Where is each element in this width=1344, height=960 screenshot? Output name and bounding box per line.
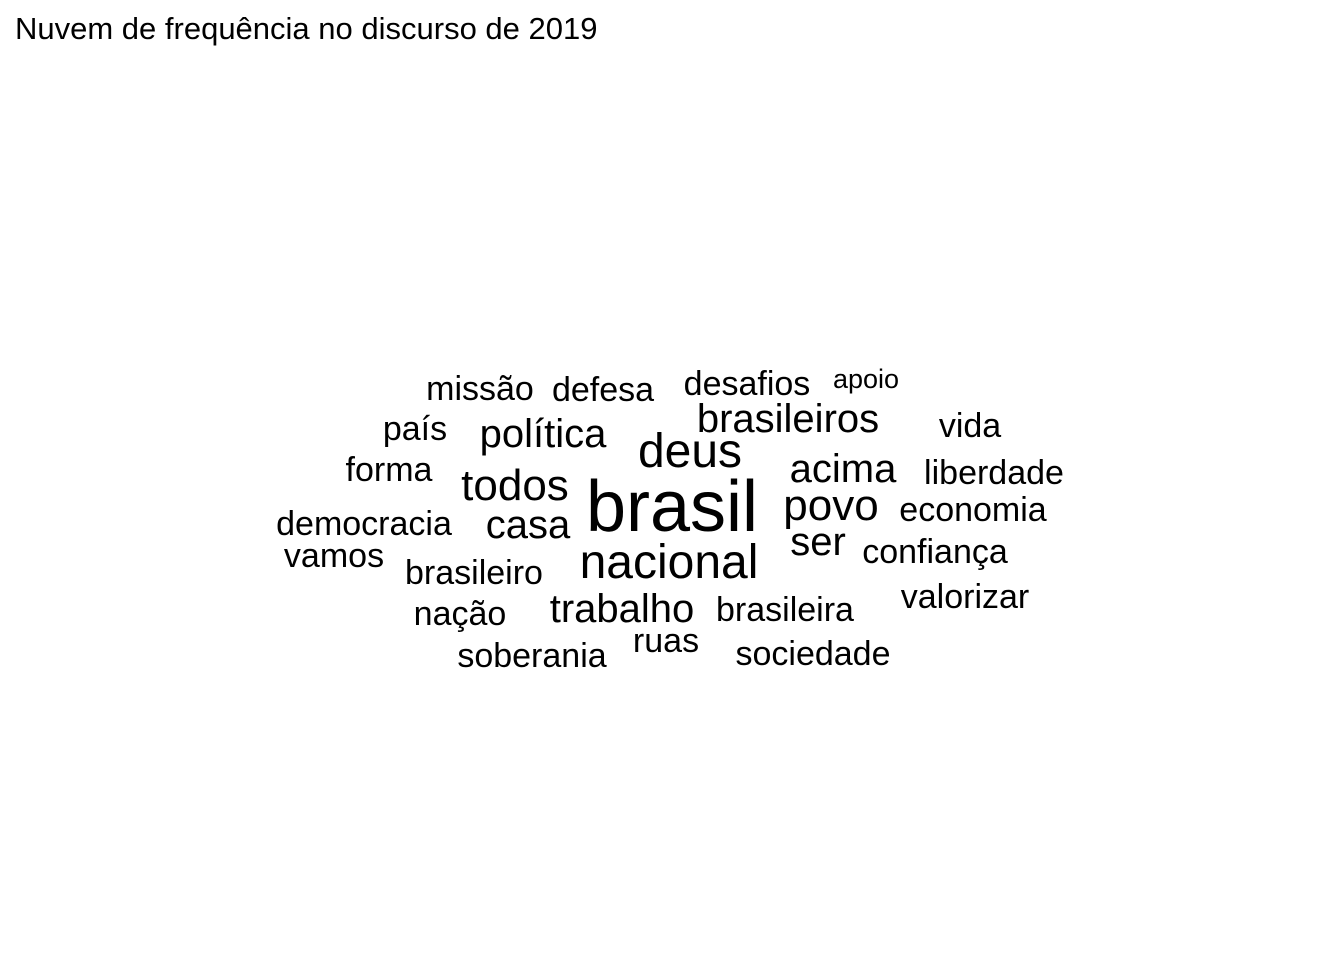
cloud-word-trabalho: trabalho xyxy=(550,587,695,631)
cloud-word-desafios: desafios xyxy=(684,365,811,403)
cloud-word-deus: deus xyxy=(638,425,742,478)
cloud-word-casa: casa xyxy=(486,503,571,547)
cloud-word-ser: ser xyxy=(790,520,846,564)
cloud-word-brasil: brasil xyxy=(586,467,758,547)
cloud-word-brasileiro: brasileiro xyxy=(405,554,543,592)
cloud-word-brasileira: brasileira xyxy=(716,591,854,629)
cloud-word-brasileiros: brasileiros xyxy=(697,397,879,441)
cloud-word-todos: todos xyxy=(461,461,569,510)
cloud-word-nacional: nacional xyxy=(580,536,759,589)
cloud-word-apoio: apoio xyxy=(833,364,899,394)
cloud-word-nação: nação xyxy=(414,595,507,633)
cloud-word-liberdade: liberdade xyxy=(924,454,1064,492)
cloud-word-sociedade: sociedade xyxy=(735,635,890,673)
cloud-word-vamos: vamos xyxy=(284,537,384,575)
chart-title: Nuvem de frequência no discurso de 2019 xyxy=(15,11,598,46)
cloud-word-democracia: democracia xyxy=(276,505,452,543)
cloud-word-soberania: soberania xyxy=(457,637,606,675)
cloud-word-acima: acima xyxy=(790,447,897,491)
cloud-word-política: política xyxy=(480,412,607,456)
cloud-word-vida: vida xyxy=(939,407,1001,445)
cloud-word-defesa: defesa xyxy=(552,371,654,409)
cloud-word-forma: forma xyxy=(346,451,433,489)
cloud-word-país: país xyxy=(383,410,447,448)
cloud-word-ruas: ruas xyxy=(633,622,699,660)
cloud-word-povo: povo xyxy=(783,481,878,530)
cloud-word-economia: economia xyxy=(899,491,1047,529)
cloud-word-missão: missão xyxy=(426,370,534,408)
cloud-word-valorizar: valorizar xyxy=(901,578,1029,616)
cloud-word-confiança: confiança xyxy=(862,533,1008,571)
